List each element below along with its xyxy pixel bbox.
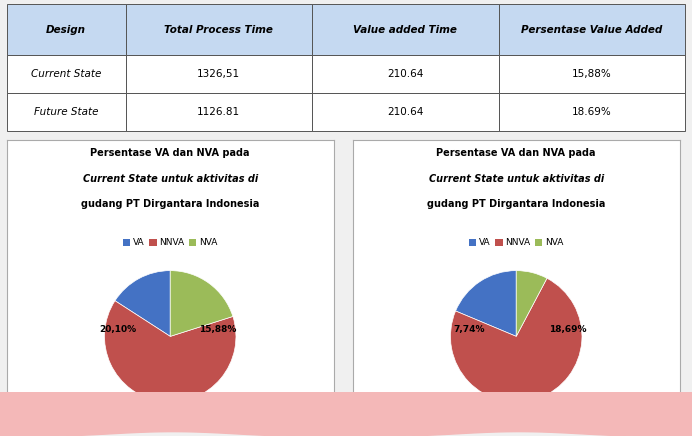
- Bar: [312, 4, 499, 55]
- Text: Future State: Future State: [34, 107, 98, 117]
- Legend: VA, NNVA, NVA: VA, NNVA, NVA: [466, 235, 567, 251]
- Text: 7,74%: 7,74%: [453, 325, 484, 334]
- Bar: [499, 93, 685, 131]
- Text: 64,02%: 64,02%: [152, 416, 189, 425]
- Text: Total Process Time: Total Process Time: [165, 25, 273, 34]
- Text: Current State untuk aktivitas di: Current State untuk aktivitas di: [82, 174, 258, 184]
- Wedge shape: [450, 278, 582, 402]
- Bar: [126, 55, 312, 93]
- Text: 210.64: 210.64: [387, 107, 424, 117]
- Text: 73,57 %: 73,57 %: [496, 416, 536, 425]
- Text: 15,88%: 15,88%: [199, 325, 236, 334]
- Text: 20,10%: 20,10%: [99, 325, 136, 334]
- Bar: [7, 55, 126, 93]
- Bar: [7, 93, 126, 131]
- Text: Value added Time: Value added Time: [354, 25, 457, 34]
- Text: Design: Design: [46, 25, 86, 34]
- Bar: [7, 4, 126, 55]
- Bar: [499, 55, 685, 93]
- Text: 15,88%: 15,88%: [572, 69, 612, 79]
- Wedge shape: [455, 271, 516, 337]
- Bar: [312, 55, 499, 93]
- Text: gudang PT Dirgantara Indonesia: gudang PT Dirgantara Indonesia: [81, 199, 260, 209]
- Text: Current State untuk aktivitas di: Current State untuk aktivitas di: [428, 174, 604, 184]
- Text: 1326,51: 1326,51: [197, 69, 240, 79]
- Legend: VA, NNVA, NVA: VA, NNVA, NVA: [120, 235, 221, 251]
- Bar: [499, 4, 685, 55]
- Text: 18.69%: 18.69%: [572, 107, 612, 117]
- Text: Current State: Current State: [31, 69, 102, 79]
- Text: Persentase Value Added: Persentase Value Added: [521, 25, 662, 34]
- Bar: [312, 93, 499, 131]
- Wedge shape: [104, 301, 236, 402]
- Text: Persentase VA dan NVA pada: Persentase VA dan NVA pada: [437, 148, 596, 158]
- Text: 210.64: 210.64: [387, 69, 424, 79]
- Wedge shape: [516, 271, 547, 337]
- Text: gudang PT Dirgantara Indonesia: gudang PT Dirgantara Indonesia: [427, 199, 606, 209]
- Wedge shape: [115, 271, 170, 337]
- Text: 1126.81: 1126.81: [197, 107, 240, 117]
- Wedge shape: [170, 271, 233, 337]
- Text: Persentase VA dan NVA pada: Persentase VA dan NVA pada: [91, 148, 250, 158]
- Bar: [126, 4, 312, 55]
- Text: 18,69%: 18,69%: [549, 325, 586, 334]
- Bar: [126, 93, 312, 131]
